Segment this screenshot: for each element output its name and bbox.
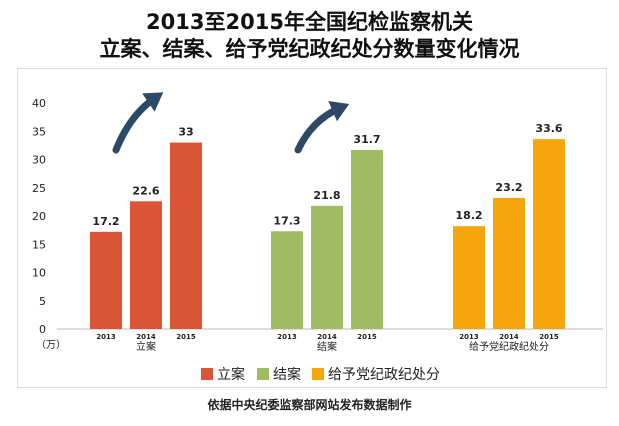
year-tick-label: 2014 [499, 333, 519, 341]
chart-title-line2: 立案、结案、给予党纪政纪处分数量变化情况 [99, 37, 520, 61]
data-label: 18.2 [455, 209, 482, 222]
trend-arrow-2-shaft [294, 104, 344, 154]
year-tick-label: 2013 [459, 333, 479, 341]
data-label: 21.8 [313, 189, 340, 202]
group-category-label: 结案 [317, 340, 337, 353]
bar-1-2013 [90, 231, 122, 329]
data-label: 22.6 [132, 184, 159, 197]
y-tick-label: 35 [32, 125, 46, 138]
y-tick-label: 30 [32, 154, 46, 167]
year-tick-label: 2015 [357, 333, 377, 341]
data-label: 31.7 [353, 133, 380, 146]
y-tick-label: 20 [32, 210, 46, 223]
trend-arrow-1-head [142, 92, 164, 112]
legend-swatch-2 [257, 368, 269, 380]
bar-3-2013 [453, 226, 485, 329]
legend-swatch-1 [201, 368, 213, 380]
year-tick-label: 2015 [539, 333, 559, 341]
plot-area-border [17, 68, 607, 388]
bar-1-2014 [130, 201, 162, 329]
legend-label-2: 结案 [273, 366, 301, 383]
bar-3-2014 [493, 197, 525, 329]
y-tick-label: 15 [32, 238, 46, 251]
y-tick-label: 0 [39, 323, 46, 336]
data-label: 17.3 [273, 214, 300, 227]
year-tick-label: 2013 [96, 333, 116, 341]
data-label: 33 [178, 126, 193, 139]
group-category-label: 立案 [136, 340, 156, 353]
group-category-label: 给予党纪政纪处分 [469, 340, 549, 353]
year-tick-label: 2014 [317, 333, 337, 341]
y-tick-label: 5 [39, 295, 46, 308]
y-unit-label: （万） [36, 339, 66, 351]
y-tick-label: 10 [32, 267, 46, 280]
bar-2-2015 [351, 149, 383, 329]
data-label: 33.6 [535, 122, 562, 135]
data-label: 17.2 [92, 215, 119, 228]
chart-title-line1: 2013至2015年全国纪检监察机关 [146, 10, 473, 34]
trend-arrow-1-shaft [112, 94, 159, 154]
data-label: 23.2 [495, 181, 522, 194]
legend-label-3: 给予党纪政纪处分 [328, 367, 440, 383]
year-tick-label: 2015 [176, 333, 196, 341]
legend-label-1: 立案 [217, 366, 245, 383]
year-tick-label: 2014 [136, 333, 156, 341]
trend-arrow-2-head [328, 101, 350, 122]
bar-2-2013 [271, 231, 303, 329]
legend-swatch-3 [312, 368, 324, 380]
y-tick-label: 25 [32, 182, 46, 195]
bar-1-2015 [170, 142, 202, 329]
year-tick-label: 2013 [277, 333, 297, 341]
bar-2-2014 [311, 205, 343, 329]
y-tick-label: 40 [32, 97, 46, 110]
bar-3-2015 [533, 139, 565, 329]
source-note: 依据中央纪委监察部网站发布数据制作 [207, 398, 412, 412]
